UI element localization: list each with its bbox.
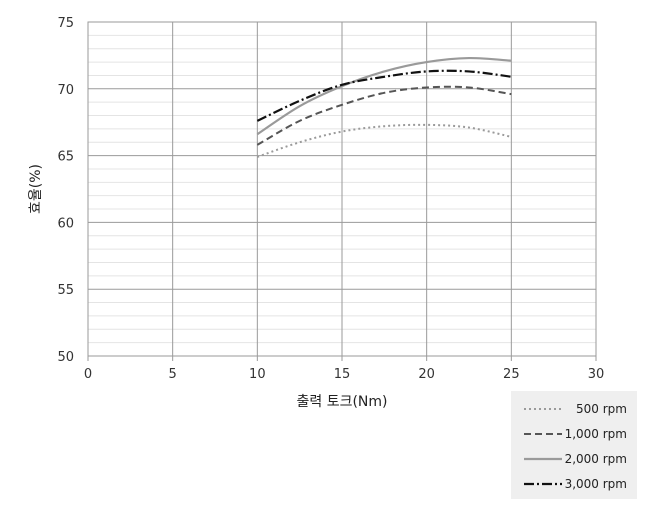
series-line-1 (256, 85, 512, 146)
x-tick-label: 30 (588, 367, 605, 382)
y-tick-label: 50 (57, 350, 74, 365)
x-axis-title: 출력 토크(Nm) (296, 394, 387, 410)
x-tick-label: 20 (418, 367, 435, 382)
series-lines (256, 56, 512, 158)
y-tick-label: 65 (57, 150, 74, 165)
axes (87, 21, 597, 361)
legend-label-2: 2,000 rpm (565, 452, 627, 466)
y-tick-label: 55 (57, 283, 74, 298)
y-tick-label: 75 (57, 16, 74, 31)
series-line-3 (256, 69, 512, 122)
tick-labels: 0 5 10 15 20 25 30 50 55 60 65 70 75 (57, 16, 604, 382)
x-tick-label: 15 (334, 367, 351, 382)
legend-label-1: 1,000 rpm (565, 427, 627, 441)
y-tick-label: 70 (57, 83, 74, 98)
x-tick-label: 25 (503, 367, 520, 382)
legend-box (511, 391, 637, 499)
legend: 500 rpm 1,000 rpm 2,000 rpm 3,000 rpm (511, 391, 637, 499)
legend-label-0: 500 rpm (576, 402, 627, 416)
series-line-2 (256, 56, 512, 136)
x-tick-label: 10 (249, 367, 266, 382)
x-tick-label: 0 (84, 367, 92, 382)
y-axis-title: 효율(%) (28, 164, 44, 214)
grid (88, 22, 596, 356)
series-line-0 (257, 123, 512, 158)
x-tick-label: 5 (169, 367, 177, 382)
y-tick-label: 60 (57, 216, 74, 231)
legend-label-3: 3,000 rpm (565, 477, 627, 491)
